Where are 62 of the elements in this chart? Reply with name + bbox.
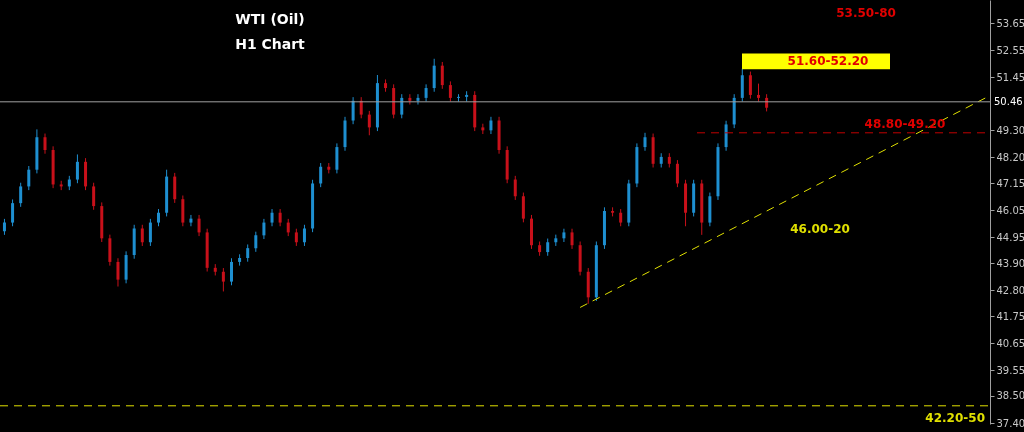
candlestick — [229, 257, 233, 286]
candlestick — [408, 93, 412, 106]
y-tick-label: 40.65 — [996, 337, 1024, 349]
candlestick — [335, 142, 339, 174]
y-tick-label: 44.95 — [996, 231, 1024, 243]
y-tick-label: 37.40 — [996, 417, 1024, 429]
candlestick — [181, 195, 185, 227]
text: WTI (Oil) — [235, 11, 305, 27]
candlestick — [75, 153, 79, 184]
candlestick — [319, 162, 323, 188]
candlestick — [254, 231, 258, 253]
candlestick — [221, 267, 225, 292]
candlestick — [489, 116, 493, 135]
candlestick — [440, 61, 444, 90]
y-tick-label: 38.50 — [996, 390, 1024, 402]
y-tick-label: 49.30 — [996, 124, 1024, 136]
candlestick — [432, 58, 436, 93]
candlestick — [173, 172, 177, 204]
candlestick — [359, 96, 363, 119]
band-label: 51.60-52.20 — [787, 54, 869, 69]
y-tick-label: 39.55 — [996, 364, 1024, 376]
annotation: 48.80-49.20 — [864, 117, 946, 131]
y-tick-label: 48.20 — [996, 151, 1024, 163]
candlestick — [748, 71, 752, 100]
candlestick — [19, 182, 23, 208]
candlestick — [189, 214, 193, 227]
candlestick — [43, 133, 47, 155]
y-tick-label: 42.80 — [996, 284, 1024, 296]
candlestick — [108, 234, 112, 267]
candlestick — [92, 182, 96, 211]
annotation: 42.20-50 — [925, 411, 985, 425]
candlestick — [351, 96, 355, 125]
y-tick-label: 52.55 — [996, 44, 1024, 56]
candlestick — [740, 68, 744, 103]
candlestick — [140, 224, 144, 247]
candlestick — [570, 228, 574, 250]
annotation: 53.50-80 — [836, 6, 896, 20]
candlestick — [513, 175, 517, 201]
candlestick — [400, 93, 404, 119]
y-tick-label: 41.75 — [996, 310, 1024, 322]
candlestick — [724, 120, 728, 152]
candlestick — [521, 192, 525, 223]
y-tick-label: 43.90 — [996, 257, 1024, 269]
y-tick-label: 47.15 — [996, 177, 1024, 189]
candlestick — [262, 218, 266, 240]
candlestick — [675, 159, 679, 188]
candlestick — [562, 228, 566, 243]
ref-line-label: 50.46 — [994, 95, 1023, 107]
text: H1 Chart — [235, 36, 306, 52]
y-tick-label: 51.45 — [996, 71, 1024, 83]
annotation: 46.00-20 — [790, 222, 850, 236]
y-tick-label: 53.65 — [996, 17, 1024, 29]
candlestick — [27, 165, 31, 191]
candlestick — [116, 257, 120, 288]
candlestick — [416, 93, 420, 106]
candlestick — [367, 110, 371, 136]
candlestick — [11, 198, 15, 227]
candlestick — [197, 214, 201, 237]
y-tick-label: 46.05 — [996, 204, 1024, 216]
candlestick — [148, 218, 152, 247]
candlestick — [302, 224, 306, 247]
candlestick — [448, 80, 452, 103]
